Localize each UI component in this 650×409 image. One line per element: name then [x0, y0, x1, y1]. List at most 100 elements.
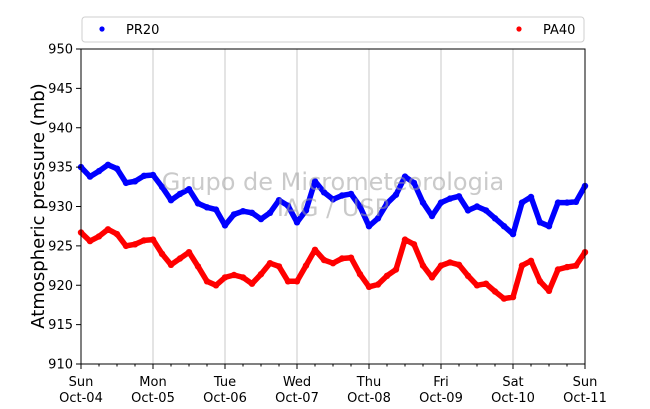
x-tick-date-label: Oct-08 — [347, 391, 391, 406]
data-point — [518, 199, 526, 206]
data-point — [293, 278, 301, 285]
data-point — [104, 161, 112, 168]
x-tick-date-label: Oct-10 — [491, 391, 535, 406]
data-point — [419, 262, 427, 269]
data-point — [383, 272, 391, 279]
data-point — [230, 211, 238, 218]
x-tick-day-label: Sun — [573, 375, 598, 390]
data-point — [185, 249, 193, 256]
series-pa40 — [77, 226, 589, 302]
data-point — [410, 241, 418, 248]
data-point — [554, 266, 562, 273]
data-point — [365, 283, 373, 290]
data-point — [122, 242, 130, 250]
y-tick-label: 945 — [48, 82, 73, 97]
data-point — [95, 233, 103, 240]
x-tick-date-label: Oct-05 — [131, 391, 175, 406]
data-point — [149, 171, 157, 179]
y-tick-label: 940 — [48, 121, 73, 136]
data-point — [572, 262, 580, 269]
data-point — [230, 271, 238, 279]
y-tick-label: 935 — [48, 161, 73, 176]
data-point — [482, 280, 490, 287]
data-point — [437, 199, 445, 206]
x-tick-day-label: Thu — [356, 375, 381, 390]
data-point — [167, 261, 175, 268]
data-point — [491, 215, 499, 222]
data-point — [320, 189, 328, 196]
data-point — [464, 207, 472, 214]
data-point — [509, 293, 517, 301]
data-point — [266, 260, 274, 267]
data-point — [104, 226, 112, 233]
data-point — [401, 236, 409, 243]
data-point — [158, 250, 166, 257]
data-point — [347, 190, 355, 198]
data-point — [419, 199, 427, 206]
legend-marker-pr20 — [99, 26, 105, 32]
data-point — [527, 193, 535, 201]
y-tick-label: 920 — [48, 279, 73, 294]
data-point — [554, 199, 562, 206]
data-point — [185, 186, 193, 193]
y-tick-label: 915 — [48, 318, 73, 333]
data-point — [311, 246, 319, 253]
data-point — [212, 282, 220, 289]
data-point — [113, 230, 121, 238]
data-point — [410, 179, 418, 187]
data-point — [320, 256, 328, 264]
y-axis: 910 915 920 925 930 935 940 945 950 — [48, 43, 81, 373]
series-pr20 — [77, 161, 589, 238]
data-point — [455, 193, 463, 200]
data-point — [446, 259, 454, 266]
data-point — [257, 215, 265, 223]
data-point — [572, 198, 580, 205]
data-point — [239, 274, 247, 281]
data-point — [140, 237, 148, 244]
data-point — [203, 204, 211, 211]
data-point — [293, 219, 301, 226]
data-point — [392, 266, 400, 273]
y-tick-label: 925 — [48, 239, 73, 254]
watermark-line-2: IAG / USP — [277, 194, 389, 222]
data-point — [86, 173, 94, 180]
watermark: Grupo de Micrometeorologia IAG / USP — [162, 168, 504, 222]
data-point — [455, 261, 463, 268]
data-point — [473, 203, 481, 210]
x-tick-date-label: Oct-09 — [419, 391, 463, 406]
x-tick-date-label: Oct-04 — [59, 391, 103, 406]
series-layer — [77, 161, 589, 302]
y-tick-label: 930 — [48, 200, 73, 215]
data-point — [473, 282, 481, 289]
data-point — [194, 200, 202, 207]
y-tick-label: 910 — [48, 358, 73, 373]
data-point — [131, 178, 139, 185]
data-point — [266, 209, 274, 216]
data-point — [536, 219, 544, 226]
data-point — [509, 230, 517, 238]
data-point — [545, 287, 553, 294]
data-point — [437, 262, 445, 269]
data-point — [248, 209, 256, 216]
legend: PR20 PA40 — [81, 16, 585, 43]
data-point — [284, 202, 292, 209]
data-point — [527, 257, 535, 264]
legend-label-pa40: PA40 — [543, 23, 575, 38]
data-point — [86, 237, 94, 245]
data-point — [464, 272, 472, 279]
data-point — [392, 191, 400, 198]
data-point — [131, 241, 139, 248]
data-point — [122, 179, 130, 187]
x-tick-day-label: Sun — [69, 375, 94, 390]
data-point — [275, 263, 283, 270]
x-tick-day-label: Fri — [433, 375, 449, 390]
data-point — [338, 192, 346, 199]
data-point — [500, 223, 508, 230]
data-point — [518, 262, 526, 269]
x-tick-day-label: Sat — [502, 375, 523, 390]
data-point — [482, 207, 490, 214]
data-point — [446, 195, 454, 202]
data-point — [248, 280, 256, 287]
data-point — [563, 263, 571, 271]
